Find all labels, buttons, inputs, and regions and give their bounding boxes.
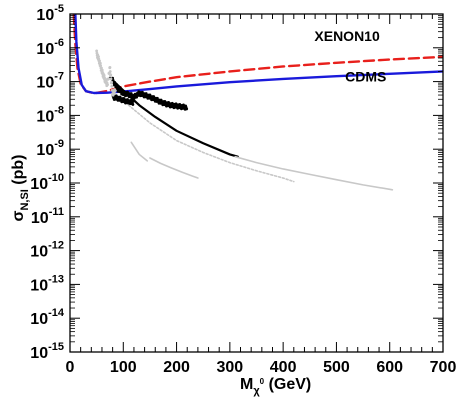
series-9-point bbox=[109, 77, 113, 81]
y-axis-label: σN,SI (pb) bbox=[10, 154, 31, 221]
series-9-point bbox=[98, 59, 101, 63]
plot-frame bbox=[69, 13, 444, 353]
y-tick-label: 10-9 bbox=[36, 138, 64, 159]
series-9-point bbox=[113, 89, 117, 93]
series-9-point bbox=[98, 61, 102, 65]
series-5-line bbox=[234, 155, 394, 191]
series-layer bbox=[72, 14, 443, 191]
series-9-point bbox=[95, 49, 99, 53]
series-7-line bbox=[130, 141, 149, 162]
x-tick-label: 500 bbox=[323, 359, 350, 376]
series-9-point bbox=[108, 66, 112, 69]
y-tick-label: 10-12 bbox=[30, 240, 64, 261]
x-axis-label: Mχ0 (GeV) bbox=[240, 376, 311, 397]
series-9-point bbox=[106, 83, 109, 87]
series-9-point bbox=[108, 70, 112, 73]
y-tick-label: 10-6 bbox=[36, 37, 64, 58]
cdms-annotation: CDMS bbox=[345, 69, 386, 85]
series-6-line bbox=[127, 104, 295, 183]
series-2-point bbox=[185, 107, 189, 111]
labels-layer: Mχ0 (GeV) σN,SI (pb) XENON10 CDMS bbox=[10, 28, 386, 397]
cdms-line bbox=[74, 14, 443, 95]
y-tick-label: 10-5 bbox=[36, 3, 64, 24]
series-9-point bbox=[110, 84, 114, 88]
series-9-point bbox=[97, 55, 100, 59]
y-tick-label: 10-14 bbox=[30, 307, 65, 328]
series-9-point bbox=[112, 92, 116, 95]
ticks-layer: 0 100 200 300 400 500 600 700 10-5 10-6 10-7 10-8 10… bbox=[30, 3, 456, 376]
x-tick-label: 300 bbox=[217, 359, 244, 376]
xenon10-annotation: XENON10 bbox=[314, 28, 380, 44]
x-tick-label: 200 bbox=[163, 359, 190, 376]
series-9-point bbox=[110, 80, 113, 84]
series-3-points bbox=[111, 93, 135, 106]
series-9-point bbox=[102, 73, 106, 77]
series-9-point bbox=[109, 73, 113, 77]
series-8-line bbox=[149, 157, 199, 179]
series-2-point bbox=[135, 95, 139, 99]
series-9-point bbox=[107, 77, 111, 81]
series-9-point bbox=[99, 64, 103, 68]
y-tick-label: 10-10 bbox=[30, 172, 64, 193]
series-4-line bbox=[108, 76, 239, 158]
x-tick-label: 100 bbox=[110, 359, 137, 376]
series-9-points bbox=[95, 49, 117, 97]
y-tick-label: 10-7 bbox=[36, 71, 64, 92]
x-tick-label: 600 bbox=[376, 359, 403, 376]
x-tick-label: 400 bbox=[270, 359, 297, 376]
y-tick-label: 10-11 bbox=[31, 206, 64, 227]
y-tick-label: 10-13 bbox=[30, 273, 64, 294]
x-tick-label: 0 bbox=[66, 359, 75, 376]
y-tick-label: 10-15 bbox=[30, 341, 64, 362]
y-tick-label: 10-8 bbox=[36, 104, 64, 125]
series-9-point bbox=[100, 68, 104, 72]
x-tick-label: 700 bbox=[430, 359, 457, 376]
series-3-point bbox=[131, 103, 135, 106]
